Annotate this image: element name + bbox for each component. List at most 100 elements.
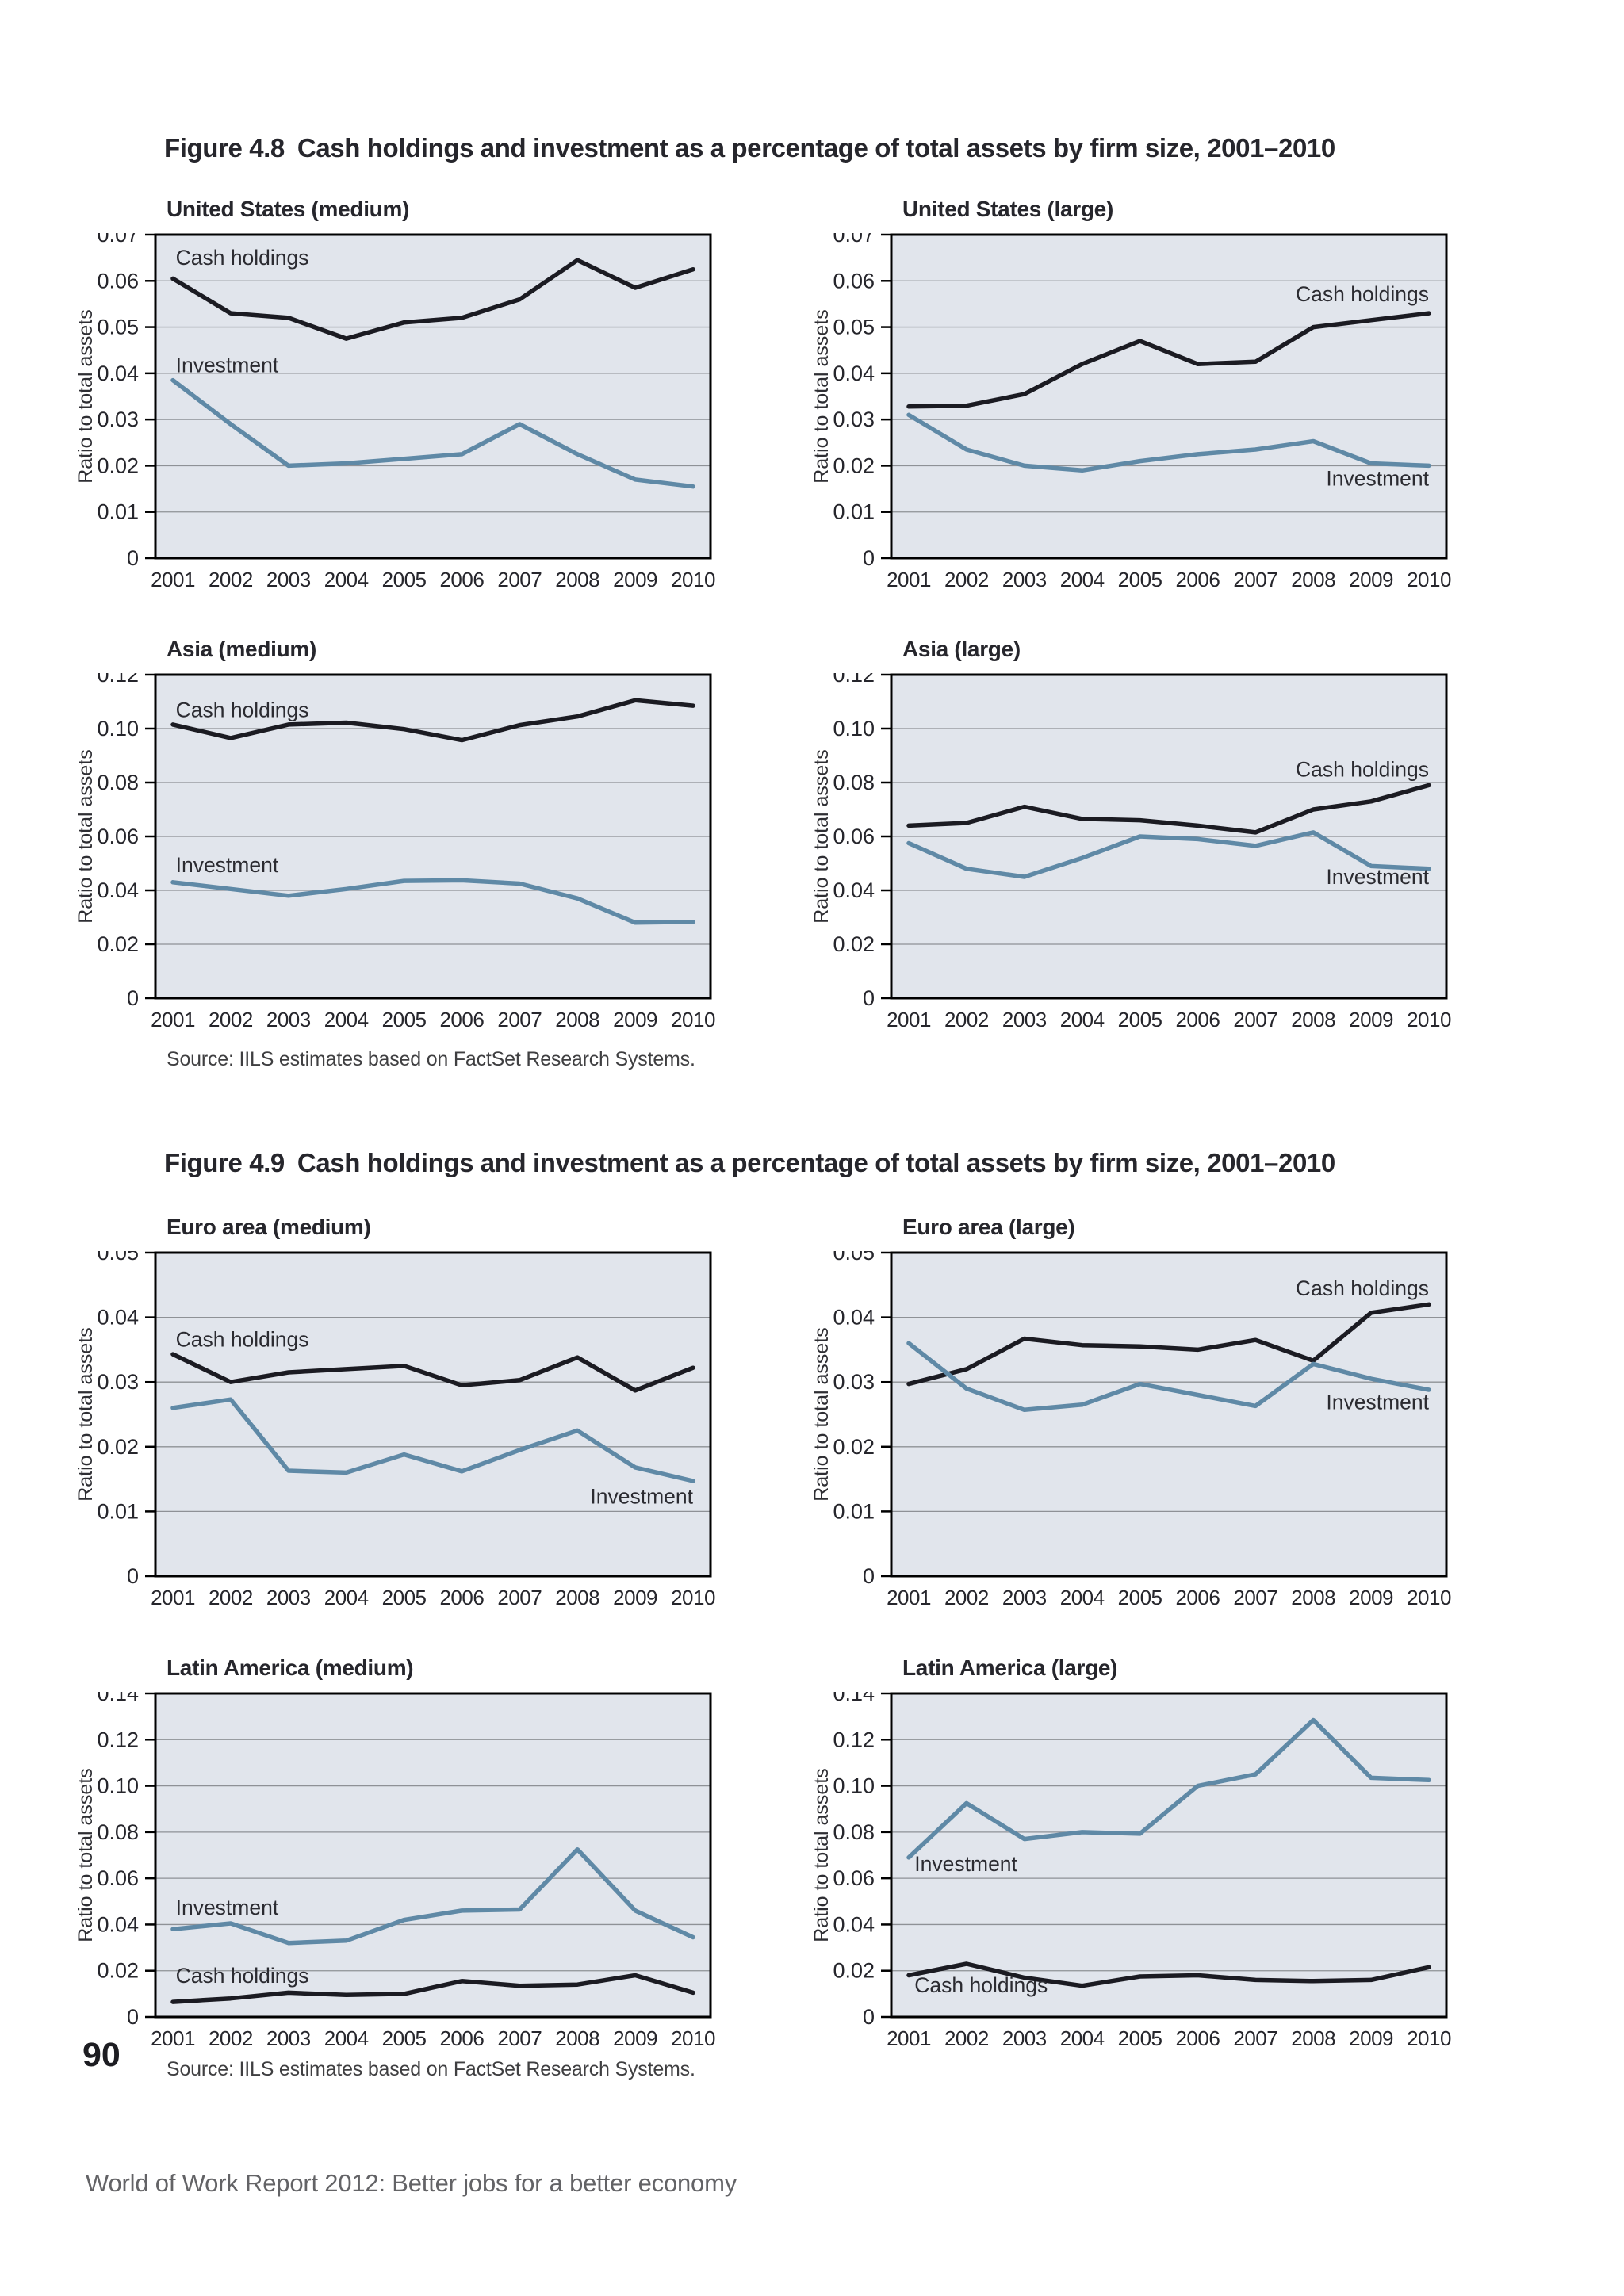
x-tick-label: 2009 [1349, 2026, 1393, 2050]
x-tick-label: 2004 [324, 568, 369, 591]
y-tick-label: 0.08 [97, 771, 139, 794]
chart-plot: 0 0.01 0.02 0.03 0.04 0.05 0.06 0.07 Cash holdin… [68, 223, 726, 609]
y-tick-label: 0.04 [97, 362, 139, 385]
page-number: 90 [82, 2036, 121, 2074]
x-tick-label: 2010 [1407, 568, 1451, 591]
y-tick-label: 0.07 [833, 233, 875, 247]
y-axis-title: Ratio to total assets [810, 749, 833, 924]
y-tick-label: 0.03 [833, 1370, 875, 1394]
figure-4-8-source: Source: IILS estimates based on FactSet … [167, 1048, 695, 1070]
x-tick-label: 2005 [1118, 1586, 1162, 1609]
y-tick-label: 0.10 [97, 717, 139, 740]
x-tick-label: 2006 [1175, 1008, 1220, 1031]
x-tick-label: 2008 [555, 1586, 599, 1609]
investment-line [170, 377, 695, 489]
x-tick-label: 2006 [1175, 1586, 1220, 1609]
x-tick-label: 2005 [1118, 568, 1162, 591]
x-tick-label: 2005 [382, 568, 427, 591]
x-tick-label: 2009 [1349, 568, 1393, 591]
chart-united-states-large: United States (large) 0 0.01 0.02 0.03 0.04 0… [804, 197, 1462, 609]
y-tick-label: 0.04 [833, 878, 875, 902]
y-tick-label: 0.08 [833, 1820, 875, 1844]
x-tick-label: 2001 [887, 1586, 931, 1609]
y-tick-label: 0.14 [97, 1692, 139, 1705]
x-tick-label: 2010 [671, 1008, 715, 1031]
y-tick-label: 0.01 [833, 1499, 875, 1523]
chart-latin-america-large: Latin America (large) 0 0.02 0.04 0.06 0.08 0… [804, 1655, 1462, 2068]
y-tick-label: 0.01 [833, 500, 875, 524]
y-tick-label: 0.02 [97, 932, 139, 956]
chart-title: United States (medium) [167, 197, 410, 221]
x-tick-label: 2001 [887, 2026, 931, 2050]
chart-title: Latin America (large) [902, 1655, 1118, 1680]
series-label-investment: Investment [176, 1896, 279, 1919]
y-tick-label: 0 [127, 546, 139, 570]
x-tick-label: 2004 [1060, 2026, 1105, 2050]
x-tick-label: 2003 [1002, 1586, 1047, 1609]
x-tick-label: 2004 [324, 2026, 369, 2050]
y-tick-label: 0.12 [833, 673, 875, 687]
series-label-cash-holdings: Cash holdings [1296, 1276, 1429, 1300]
plot-border [154, 1692, 712, 2019]
chart-canvas: 0 0.01 0.02 0.03 0.04 0.05 0.06 0.07 Cash holdin… [75, 223, 715, 591]
series-label-cash-holdings: Cash holdings [1296, 758, 1429, 782]
x-tick-label: 2001 [887, 1008, 931, 1031]
chart-euro-area-large: Euro area (large) 0 0.01 0.02 0.03 0.04 0.05 C… [804, 1215, 1462, 1627]
chart-latin-america-medium: Latin America (medium) 0 0.02 0.04 0.06 0.08… [68, 1655, 726, 2068]
x-tick-label: 2002 [944, 2026, 989, 2050]
x-tick-label: 2004 [324, 1586, 369, 1609]
x-tick-label: 2007 [497, 2026, 542, 2050]
series-label-cash-holdings: Cash holdings [176, 246, 309, 270]
plot-border [890, 1251, 1448, 1578]
chart-plot: 0 0.02 0.04 0.06 0.08 0.10 0.12 Cash holdings In… [68, 663, 726, 1049]
figure-4-9-source: Source: IILS estimates based on FactSet … [167, 2058, 695, 2080]
x-tick-label: 2006 [439, 1586, 484, 1609]
y-tick-label: 0.02 [833, 932, 875, 956]
x-tick-label: 2005 [382, 2026, 427, 2050]
x-tick-label: 2005 [382, 1008, 427, 1031]
series-label-investment: Investment [176, 853, 279, 877]
investment-line [906, 1341, 1431, 1413]
plot-area [891, 1253, 1446, 1576]
y-tick-label: 0.08 [97, 1820, 139, 1844]
x-tick-label: 2002 [944, 1008, 989, 1031]
x-tick-label: 2002 [944, 568, 989, 591]
y-axis-title: Ratio to total assets [810, 1327, 833, 1502]
chart-asia-large: Asia (large) 0 0.02 0.04 0.06 0.08 0.10 0.12 Ca… [804, 637, 1462, 1049]
y-tick-label: 0 [863, 986, 875, 1010]
x-tick-label: 2007 [1233, 568, 1277, 591]
x-tick-label: 2005 [1118, 2026, 1162, 2050]
x-tick-label: 2004 [1060, 1008, 1105, 1031]
x-tick-label: 2001 [887, 568, 931, 591]
y-tick-label: 0.02 [833, 453, 875, 477]
chart-plot: 0 0.01 0.02 0.03 0.04 0.05 Cash holdings Invest… [804, 1241, 1462, 1627]
series-label-cash-holdings: Cash holdings [176, 1327, 309, 1351]
y-tick-label: 0 [127, 1564, 139, 1588]
x-tick-label: 2002 [209, 1008, 253, 1031]
y-axis-title: Ratio to total assets [75, 749, 97, 924]
y-tick-label: 0.04 [97, 1912, 139, 1936]
y-tick-label: 0.05 [833, 316, 875, 339]
y-tick-label: 0.03 [97, 408, 139, 431]
investment-line [170, 1397, 695, 1483]
x-tick-label: 2006 [439, 568, 484, 591]
plot-border [890, 233, 1448, 560]
chart-plot: 0 0.01 0.02 0.03 0.04 0.05 0.06 0.07 Cash holdin… [804, 223, 1462, 609]
chart-canvas: 0 0.02 0.04 0.06 0.08 0.10 0.12 Cash holdings In… [810, 663, 1451, 1031]
series-label-investment: Investment [1326, 1391, 1429, 1414]
series-label-cash-holdings: Cash holdings [1296, 282, 1429, 306]
y-tick-label: 0.14 [833, 1692, 875, 1705]
chart-title: Latin America (medium) [167, 1655, 414, 1680]
investment-line [906, 830, 1431, 879]
y-tick-label: 0.12 [97, 673, 139, 687]
y-tick-label: 0.06 [833, 825, 875, 848]
y-tick-label: 0.10 [833, 1774, 875, 1798]
chart-canvas: 0 0.02 0.04 0.06 0.08 0.10 0.12 0.14 Investment C… [75, 1682, 715, 2050]
y-axis-title: Ratio to total assets [810, 309, 833, 484]
x-tick-label: 2001 [151, 1586, 195, 1609]
y-tick-label: 0.02 [833, 1435, 875, 1459]
y-tick-label: 0.05 [97, 1251, 139, 1265]
x-tick-label: 2003 [1002, 1008, 1047, 1031]
plot-area [891, 235, 1446, 558]
y-tick-label: 0 [127, 2005, 139, 2029]
